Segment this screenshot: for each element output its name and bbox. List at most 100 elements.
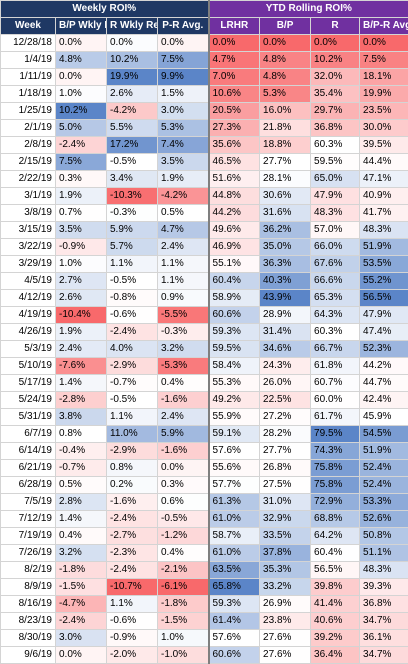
week-cell: 1/18/19 xyxy=(1,86,56,103)
r-ytd-cell: 66.7% xyxy=(311,341,360,358)
bpr-avg-ytd-cell: 7.5% xyxy=(360,52,408,69)
r-weekly-cell: -0.5% xyxy=(107,154,158,171)
bpr-avg-ytd-cell: 48.3% xyxy=(360,562,408,579)
lrhr-cell: 58.9% xyxy=(209,290,260,307)
r-weekly-cell: 3.4% xyxy=(107,171,158,188)
week-cell: 2/1/19 xyxy=(1,120,56,137)
r-ytd-cell: 60.0% xyxy=(311,392,360,409)
r-ytd-cell: 79.5% xyxy=(311,426,360,443)
bp-ytd-cell: 18.8% xyxy=(260,137,311,154)
r-ytd-cell: 40.6% xyxy=(311,613,360,630)
pr-avg-cell: 1.9% xyxy=(158,171,209,188)
week-cell: 2/22/19 xyxy=(1,171,56,188)
r-ytd-cell: 36.8% xyxy=(311,120,360,137)
bp-ytd-cell: 27.7% xyxy=(260,443,311,460)
bp-weekly-cell: 2.4% xyxy=(56,341,107,358)
lrhr-cell: 44.2% xyxy=(209,205,260,222)
bp-weekly-cell: -0.7% xyxy=(56,460,107,477)
r-weekly-cell: 17.2% xyxy=(107,137,158,154)
pr-avg-cell: 0.4% xyxy=(158,375,209,392)
pr-avg-cell: 2.4% xyxy=(158,409,209,426)
pr-avg-cell: -0.3% xyxy=(158,324,209,341)
bpr-avg-ytd-cell: 44.4% xyxy=(360,154,408,171)
bp-weekly-cell: -2.4% xyxy=(56,137,107,154)
pr-avg-cell: 9.9% xyxy=(158,69,209,86)
col-header-r-weekly: R Wkly Return% xyxy=(107,18,158,35)
r-weekly-cell: 10.2% xyxy=(107,52,158,69)
bpr-avg-ytd-cell: 45.9% xyxy=(360,409,408,426)
r-ytd-cell: 64.3% xyxy=(311,307,360,324)
lrhr-cell: 55.1% xyxy=(209,256,260,273)
pr-avg-cell: 0.3% xyxy=(158,477,209,494)
week-cell: 1/25/19 xyxy=(1,103,56,120)
col-header-week: Week xyxy=(1,18,56,35)
week-cell: 8/9/19 xyxy=(1,579,56,596)
pr-avg-cell: -6.1% xyxy=(158,579,209,596)
bpr-avg-ytd-cell: 36.1% xyxy=(360,630,408,647)
bp-weekly-cell: 1.9% xyxy=(56,188,107,205)
bpr-avg-ytd-cell: 42.4% xyxy=(360,392,408,409)
bp-weekly-cell: -10.4% xyxy=(56,307,107,324)
week-cell: 3/29/19 xyxy=(1,256,56,273)
pr-avg-cell: 0.0% xyxy=(158,460,209,477)
r-weekly-cell: -2.9% xyxy=(107,443,158,460)
bp-ytd-cell: 27.6% xyxy=(260,647,311,664)
bp-weekly-cell: 0.0% xyxy=(56,35,107,52)
week-cell: 2/15/19 xyxy=(1,154,56,171)
table-row: 8/2/19-1.8%-2.4%-2.1%63.5%35.3%56.5%48.3… xyxy=(1,562,408,579)
table-row: 8/23/19-2.4%-0.6%-1.5%61.4%23.8%40.6%34.… xyxy=(1,613,408,630)
lrhr-cell: 57.6% xyxy=(209,630,260,647)
bp-ytd-cell: 43.9% xyxy=(260,290,311,307)
r-weekly-cell: -2.4% xyxy=(107,324,158,341)
lrhr-cell: 49.2% xyxy=(209,392,260,409)
pr-avg-cell: 5.9% xyxy=(158,426,209,443)
bpr-avg-ytd-cell: 41.7% xyxy=(360,205,408,222)
bpr-avg-ytd-cell: 52.6% xyxy=(360,511,408,528)
table-row: 4/19/19-10.4%-0.6%-5.5%60.6%28.9%64.3%47… xyxy=(1,307,408,324)
bp-ytd-cell: 30.6% xyxy=(260,188,311,205)
lrhr-cell: 55.9% xyxy=(209,409,260,426)
bp-ytd-cell: 0.0% xyxy=(260,35,311,52)
r-weekly-cell: 5.9% xyxy=(107,222,158,239)
pr-avg-cell: 0.6% xyxy=(158,494,209,511)
lrhr-cell: 65.8% xyxy=(209,579,260,596)
bp-ytd-cell: 22.5% xyxy=(260,392,311,409)
r-weekly-cell: -2.0% xyxy=(107,647,158,664)
bp-ytd-cell: 26.8% xyxy=(260,460,311,477)
bpr-avg-ytd-cell: 51.1% xyxy=(360,545,408,562)
bp-weekly-cell: 3.2% xyxy=(56,545,107,562)
week-cell: 12/28/18 xyxy=(1,35,56,52)
bp-ytd-cell: 24.3% xyxy=(260,358,311,375)
r-weekly-cell: 0.2% xyxy=(107,477,158,494)
bp-weekly-cell: 7.5% xyxy=(56,154,107,171)
week-cell: 4/12/19 xyxy=(1,290,56,307)
col-header-bp-ytd: B/P xyxy=(260,18,311,35)
pr-avg-cell: -1.6% xyxy=(158,443,209,460)
bpr-avg-ytd-cell: 30.0% xyxy=(360,120,408,137)
lrhr-cell: 61.0% xyxy=(209,511,260,528)
pr-avg-cell: 1.1% xyxy=(158,273,209,290)
lrhr-cell: 49.6% xyxy=(209,222,260,239)
bp-ytd-cell: 37.8% xyxy=(260,545,311,562)
lrhr-cell: 7.0% xyxy=(209,69,260,86)
r-ytd-cell: 68.8% xyxy=(311,511,360,528)
week-cell: 5/3/19 xyxy=(1,341,56,358)
r-ytd-cell: 75.8% xyxy=(311,460,360,477)
bp-ytd-cell: 4.8% xyxy=(260,52,311,69)
bp-weekly-cell: 1.4% xyxy=(56,375,107,392)
bpr-avg-ytd-cell: 39.5% xyxy=(360,137,408,154)
pr-avg-cell: -5.3% xyxy=(158,358,209,375)
lrhr-cell: 59.3% xyxy=(209,596,260,613)
bp-weekly-cell: -4.7% xyxy=(56,596,107,613)
r-ytd-cell: 29.7% xyxy=(311,103,360,120)
